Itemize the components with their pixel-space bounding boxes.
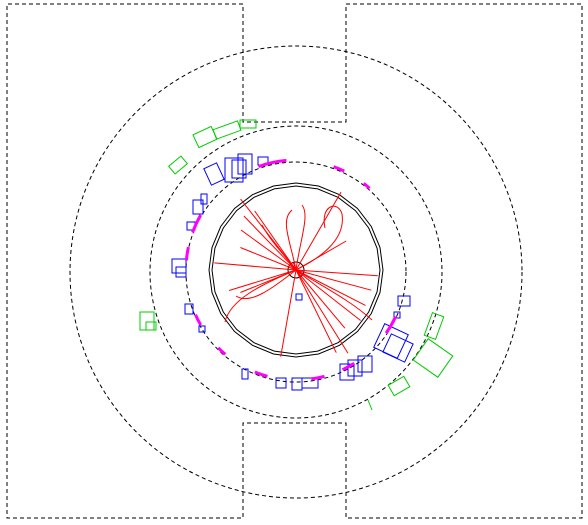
track-1 <box>254 210 297 271</box>
track-9 <box>280 269 297 357</box>
track-5 <box>240 247 297 271</box>
segment-8 <box>341 362 356 372</box>
particle-tracks <box>214 191 378 357</box>
outer-frame-left <box>6 3 583 519</box>
track-6 <box>214 262 297 271</box>
track-14 <box>295 269 366 306</box>
segment-10 <box>194 314 203 326</box>
track-18 <box>295 191 342 271</box>
beam-pipe <box>287 261 305 279</box>
segment-0 <box>257 158 287 169</box>
segment-3 <box>191 214 203 233</box>
track-13 <box>295 269 361 321</box>
outer-boundary-circle <box>69 45 523 499</box>
inner-hits <box>171 153 414 391</box>
segment-7 <box>311 374 325 381</box>
curled-tracks <box>224 204 373 323</box>
track-3 <box>243 215 297 271</box>
middle-boundary-circle <box>149 125 443 419</box>
muon-segments <box>184 158 398 381</box>
segment-5 <box>217 346 227 356</box>
segment-9 <box>384 315 398 334</box>
track-4 <box>240 229 297 271</box>
track-11 <box>295 269 349 354</box>
outer-hits <box>139 119 454 411</box>
track-10 <box>295 269 337 353</box>
track-7 <box>228 269 297 291</box>
segment-4 <box>184 246 190 261</box>
segment-2 <box>362 182 371 190</box>
segment-6 <box>254 370 268 378</box>
track-16 <box>295 269 378 277</box>
segment-1 <box>333 165 345 173</box>
track-12 <box>295 269 346 329</box>
track-15 <box>295 269 372 291</box>
